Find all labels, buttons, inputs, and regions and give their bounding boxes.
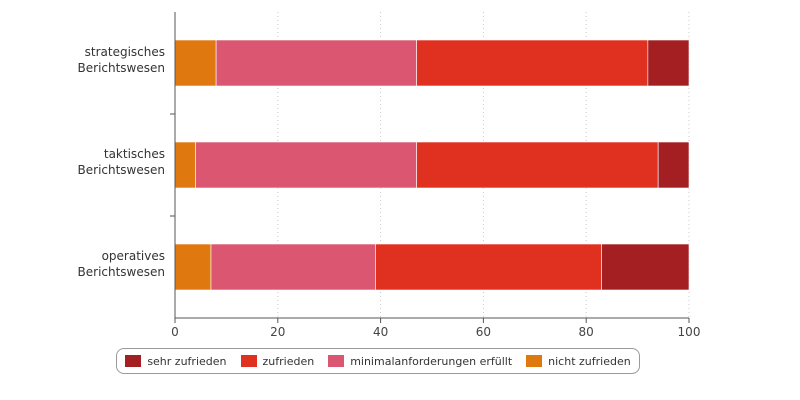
bar-segment [416, 39, 649, 87]
bar-segment [174, 141, 196, 189]
bar-segment [174, 39, 217, 87]
legend-item: sehr zufrieden [125, 354, 227, 368]
bar-segment [647, 39, 690, 87]
bar-segment [601, 243, 690, 291]
category-label: strategisches Berichtswesen [78, 45, 165, 75]
legend-label: sehr zufrieden [147, 354, 227, 368]
legend-swatch [526, 355, 543, 367]
bars [174, 39, 690, 291]
bar-segment [215, 39, 417, 87]
bar-segment [174, 243, 212, 291]
x-tick-label: 80 [579, 325, 594, 339]
bar-segment [657, 141, 690, 189]
x-tick-label: 100 [678, 325, 701, 339]
x-tick-labels: 0 20 40 60 80 100 [171, 325, 700, 339]
x-tick-label: 20 [270, 325, 285, 339]
legend-label: nicht zufrieden [548, 354, 631, 368]
stacked-bar-chart: 0 20 40 60 80 100 strategisches Berichtswesen t… [78, 12, 700, 339]
legend-swatch [328, 355, 345, 367]
legend: sehr zufrieden zufrieden minimalanforderun… [116, 348, 640, 374]
category-label: taktisches Berichtswesen [78, 147, 165, 177]
bar-segment [416, 141, 659, 189]
category-labels: strategisches Berichtswesen taktisches Beri… [78, 45, 165, 279]
bar-segment [195, 141, 417, 189]
legend-label: minimalanforderungen erfüllt [350, 354, 513, 368]
legend-item: nicht zufrieden [526, 355, 631, 368]
x-tick-label: 60 [476, 325, 491, 339]
legend-swatch [125, 355, 142, 367]
category-label: operatives Berichtswesen [78, 249, 165, 279]
x-tick-label: 40 [373, 325, 388, 339]
axes [170, 12, 690, 323]
legend-item: zufrieden [240, 354, 315, 368]
legend-label: zufrieden [262, 354, 315, 368]
legend-swatch [240, 355, 257, 367]
legend-item: minimalanforderungen erfüllt [328, 355, 512, 368]
x-tick-label: 0 [171, 325, 179, 339]
bar-segment [375, 243, 602, 291]
bar-segment [210, 243, 376, 291]
